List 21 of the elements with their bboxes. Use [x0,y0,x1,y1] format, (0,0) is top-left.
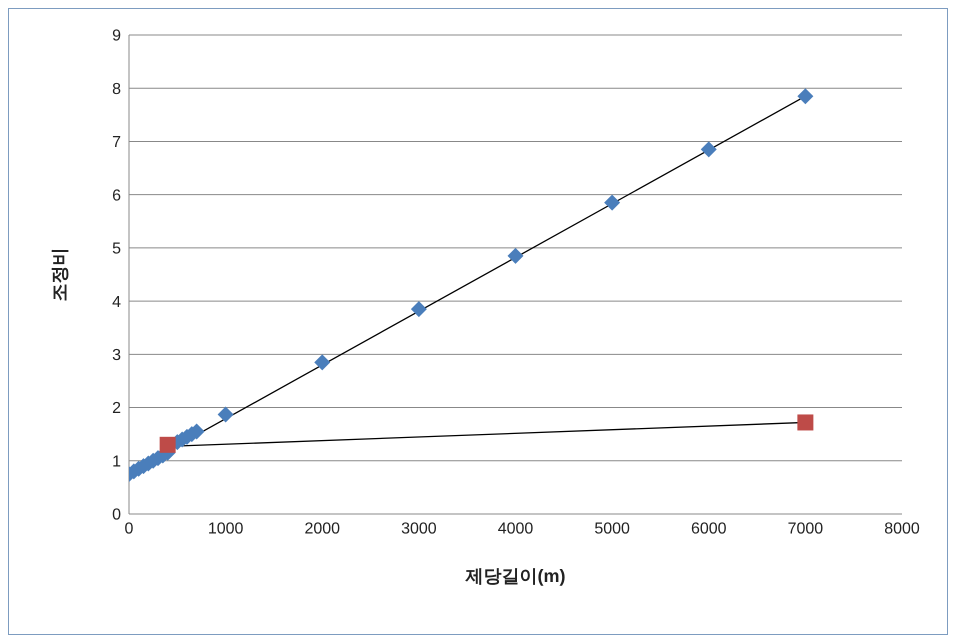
y-axis-title: 조정비 [49,248,70,302]
x-tick-label: 1000 [208,520,244,538]
y-tick-label: 3 [112,347,122,364]
y-tick-label: 8 [112,80,122,98]
x-tick-label: 5000 [594,520,630,538]
y-tick-label: 5 [112,240,122,258]
y-tick-label: 0 [112,506,122,524]
x-tick-label: 0 [124,520,134,538]
x-axis-title: 제당길이(m) [464,566,566,586]
y-tick-label: 1 [112,453,122,470]
y-tick-label: 4 [112,294,122,311]
y-tick-label: 2 [112,400,122,418]
x-tick-label: 7000 [788,520,824,538]
x-tick-label: 3000 [401,520,437,538]
y-tick-label: 6 [112,187,122,204]
x-tick-label: 6000 [690,520,727,538]
y-tick-label: 7 [112,134,122,152]
x-tick-label: 4000 [498,520,534,538]
x-tick-label: 8000 [884,520,920,538]
y-tick-label: 9 [112,28,122,45]
x-tick-label: 2000 [304,520,340,538]
